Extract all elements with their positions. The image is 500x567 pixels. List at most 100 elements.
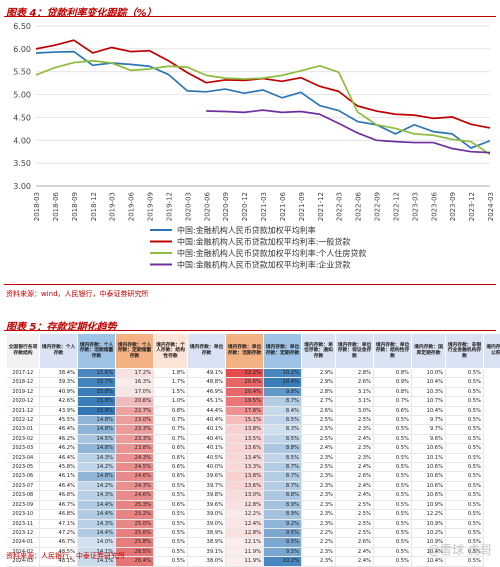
table-cell: 8.8%	[264, 491, 302, 500]
table-cell: 0.5%	[374, 481, 412, 490]
column-header: 境内存款：单位存款：通知存款	[302, 334, 336, 369]
table-cell: 46.7%	[40, 538, 78, 547]
table-cell: 2.9%	[302, 369, 336, 378]
table-cell: 2.5%	[336, 416, 374, 425]
table-cell: 3.1%	[336, 387, 374, 396]
table-cell: 0.5%	[446, 481, 484, 490]
table-cell: 2.3%	[302, 453, 336, 462]
table-cell: 22.7%	[116, 406, 154, 415]
y-tick-label: 4.00	[13, 136, 31, 145]
table-cell: 46.4%	[40, 425, 78, 434]
table-cell: 24.6%	[116, 491, 154, 500]
table-cell: 47.2%	[40, 528, 78, 537]
table-cell: 0.6%	[154, 500, 188, 509]
table-cell: 2.4%	[336, 547, 374, 556]
table-cell: 39.8%	[188, 491, 226, 500]
table-cell: 14.2%	[78, 463, 116, 472]
table-cell: 39.3%	[40, 378, 78, 387]
table-cell: 12.2%	[226, 510, 264, 519]
table-cell: 14.3%	[78, 453, 116, 462]
table-cell: 46.4%	[40, 453, 78, 462]
table-cell: 14.3%	[78, 519, 116, 528]
table-cell: 25.2%	[116, 510, 154, 519]
table-cell: 0.5%	[374, 557, 412, 566]
table-cell: 8.7%	[264, 397, 302, 406]
table-cell: 10.9%	[412, 500, 446, 509]
table-cell: 0.5%	[446, 397, 484, 406]
table-cell: 14.0%	[78, 538, 116, 547]
table-cell: 8.3%	[264, 425, 302, 434]
table-cell: 9.2%	[264, 519, 302, 528]
table-cell: 2.4%	[336, 434, 374, 443]
table-cell: 9.5%	[264, 538, 302, 547]
table-cell: 44.4%	[188, 406, 226, 415]
table-cell: 48.8%	[188, 378, 226, 387]
table-cell: 2.3%	[336, 425, 374, 434]
table-cell: 8.7%	[264, 463, 302, 472]
table-cell: 46.8%	[40, 510, 78, 519]
row-date: 2017-12	[7, 369, 40, 378]
table-cell: 9.7%	[412, 425, 446, 434]
table-cell: 2.2%	[302, 528, 336, 537]
table-cell: 0.5%	[446, 528, 484, 537]
table-cell: 0.6%	[154, 453, 188, 462]
table-cell: 2.6%	[336, 378, 374, 387]
table-cell: 0.5%	[446, 463, 484, 472]
row-date: 2023-02	[7, 434, 40, 443]
table-cell: 46.8%	[40, 491, 78, 500]
x-tick-label: 2019-06	[128, 191, 136, 221]
table-cell: 46.4%	[40, 481, 78, 490]
table-cell: 43.9%	[40, 406, 78, 415]
table-cell: 0.8%	[374, 387, 412, 396]
table-cell: 22.2%	[226, 369, 264, 378]
table-cell: 10.6%	[412, 472, 446, 481]
table-cell: 10.2%	[264, 369, 302, 378]
table-cell: 2.3%	[302, 491, 336, 500]
table-cell: 0.5%	[374, 444, 412, 453]
table-cell: 0.5%	[374, 519, 412, 528]
table-cell: 9.6%	[412, 434, 446, 443]
table-cell: 2.3%	[302, 519, 336, 528]
table-cell: 2.3%	[302, 547, 336, 556]
table-cell: 13.6%	[226, 481, 264, 490]
table-cell: 11.9%	[226, 557, 264, 566]
row-date: 2023-05	[7, 463, 40, 472]
table-cell: 10.4%	[412, 406, 446, 415]
column-header: 境内存款：国库定期存款	[412, 334, 446, 369]
table-cell: 2.4%	[336, 491, 374, 500]
table-cell: 0.5%	[446, 500, 484, 509]
table-cell: 2.3%	[302, 472, 336, 481]
table-cell: 2.2%	[302, 538, 336, 547]
table-cell: 0.5%	[154, 538, 188, 547]
table-cell: 49.1%	[188, 369, 226, 378]
table-cell: 2.8%	[302, 387, 336, 396]
table-cell: 13.8%	[226, 472, 264, 481]
table-cell: 8.5%	[264, 434, 302, 443]
x-tick-label: 2019-09	[147, 192, 155, 221]
table-cell: 10.6%	[412, 444, 446, 453]
table-cell: 8.8%	[264, 444, 302, 453]
table-source: 资料来源：人民银行，中泰证券研究所	[6, 551, 125, 561]
x-tick-label: 2022-12	[392, 192, 400, 221]
row-date: 2023-10	[7, 510, 40, 519]
table-cell: 13.6%	[226, 444, 264, 453]
table-cell: 12.2%	[412, 510, 446, 519]
table-cell: 0.5%	[374, 472, 412, 481]
row-date: 2023-11	[7, 519, 40, 528]
y-tick-label: 3.50	[13, 159, 31, 168]
table-cell: 40.9%	[40, 387, 78, 396]
table-cell: 39.0%	[188, 510, 226, 519]
table-cell: 38.4%	[40, 369, 78, 378]
table-cell: 0.5%	[154, 491, 188, 500]
row-date: 2024-01	[7, 538, 40, 547]
table-cell: 10.9%	[412, 519, 446, 528]
table-cell: 45.8%	[40, 463, 78, 472]
table-cell: 0.5%	[446, 557, 484, 566]
table-cell: 10.6%	[412, 463, 446, 472]
